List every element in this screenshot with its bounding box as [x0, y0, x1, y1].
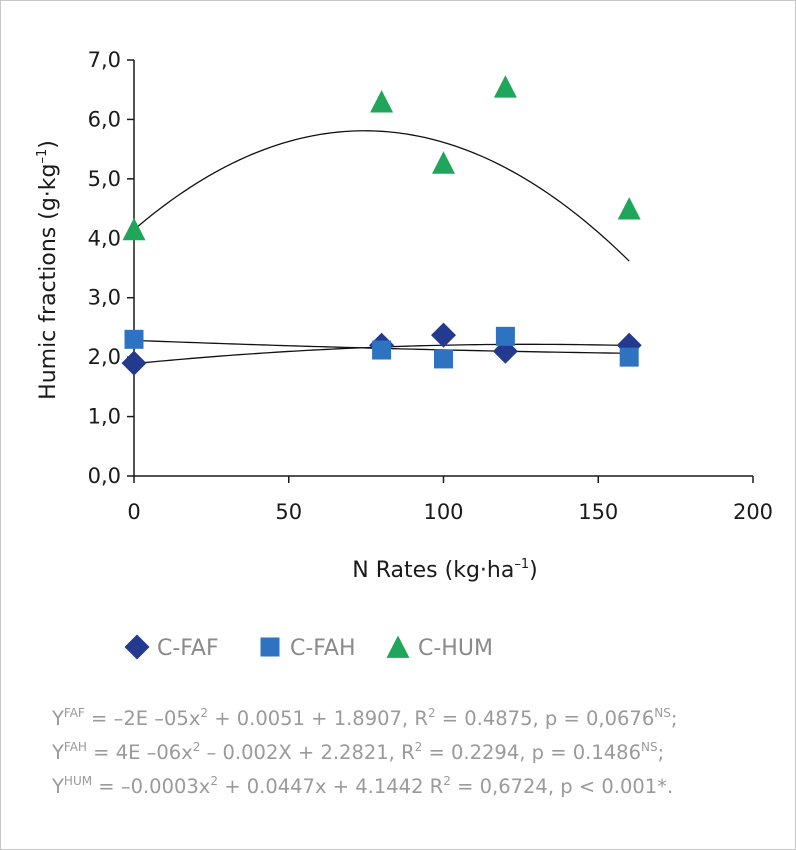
x-tick-label: 100 [423, 500, 463, 524]
equation-text: = –0.0003x [92, 775, 211, 798]
point-c-faf [431, 322, 456, 348]
legend-marker-c-faf [124, 634, 150, 660]
equation-superscript: 2 [414, 740, 423, 754]
y-tick-label: 5,0 [88, 167, 121, 191]
y-tick-label: 4,0 [88, 226, 121, 250]
equation-text: = –2E –05x [84, 707, 201, 730]
x-tick-label: 150 [578, 500, 618, 524]
point-c-fah [495, 326, 515, 346]
point-c-fah [434, 349, 453, 369]
equation-text: + 0.0447x + 4.1442 R [218, 775, 444, 798]
legend-item-c-hum: C-HUM [386, 635, 493, 661]
regression-equations: YFAF = –2E –05x2 + 0.0051 + 1.8907, R2 =… [52, 702, 792, 804]
equation-text: + 0.0051 + 1.8907, R [208, 707, 428, 730]
equation-line: YFAF = –2E –05x2 + 0.0051 + 1.8907, R2 =… [52, 702, 792, 736]
y-axis-ticks: 0,0 1,0 2,0 3,0 4,0 5,0 6,0 7,0 [88, 48, 134, 488]
equation-symbol: Y [52, 741, 64, 764]
equation-superscript: NS [640, 740, 658, 754]
legend-label: C-HUM [418, 636, 493, 661]
point-c-hum [493, 75, 517, 98]
y-tick-label: 6,0 [88, 107, 121, 131]
point-c-fah [124, 329, 144, 349]
equation-superscript: 2 [427, 706, 436, 720]
point-c-faf [121, 350, 147, 376]
equation-superscript: NS [654, 706, 671, 720]
x-tick-label: 200 [733, 500, 773, 524]
x-axis-ticks: 0 50 100 150 200 [127, 476, 773, 524]
chart: 0,0 1,0 2,0 3,0 4,0 5,0 6,0 7,0 0 50 100 150 200 N … [35, 48, 773, 661]
x-axis-title: N Rates (kg·ha–1) [352, 557, 537, 583]
trend-line-c-hum [133, 130, 630, 262]
equation-superscript: HUM [63, 774, 93, 788]
y-tick-label: 0,0 [88, 464, 121, 488]
point-c-hum [370, 90, 394, 113]
equation-text: = 0.2294, p = 0.1486 [422, 741, 641, 764]
point-c-hum [122, 217, 146, 241]
trend-lines [133, 130, 630, 365]
x-tick-label: 0 [127, 500, 140, 524]
y-tick-label: 1,0 [88, 405, 121, 429]
equation-text: ; [670, 707, 678, 730]
legend-marker-c-hum [386, 635, 410, 658]
point-c-fah [619, 347, 639, 367]
point-c-hum [617, 197, 641, 220]
equation-line: YFAH = 4E –06x2 – 0.002X + 2.2821, R2 = … [52, 736, 792, 770]
equation-text: = 0,6724, p < 0.001 [450, 775, 658, 798]
equation-text: *. [657, 775, 674, 798]
y-tick-label: 2,0 [88, 345, 121, 369]
legend-marker-c-fah [260, 637, 280, 657]
legend-label: C-FAH [290, 636, 356, 661]
point-c-fah [372, 340, 392, 360]
equation-symbol: Y [52, 775, 64, 798]
legend-item-c-fah: C-FAH [260, 636, 356, 661]
point-c-hum [432, 151, 455, 174]
y-axis-title: Humic fractions (g·kg–1) [35, 140, 61, 400]
equation-superscript: 2 [443, 774, 451, 788]
x-tick-label: 50 [275, 500, 302, 524]
legend: C-FAF C-FAH C-HUM [124, 634, 493, 661]
equation-text: = 4E –06x [86, 741, 193, 764]
equation-superscript: 2 [200, 706, 208, 720]
y-tick-label: 7,0 [88, 48, 121, 72]
equation-superscript: FAF [63, 706, 85, 720]
legend-item-c-faf: C-FAF [124, 634, 219, 661]
equation-superscript: 2 [192, 740, 201, 754]
equation-text: = 0.4875, p = 0,0676 [435, 707, 655, 730]
equation-symbol: Y [52, 707, 64, 730]
equation-superscript: 2 [210, 774, 218, 788]
data-points [121, 75, 642, 376]
equation-text: – 0.002X + 2.2821, R [200, 741, 415, 764]
equation-line: YHUM = –0.0003x2 + 0.0447x + 4.1442 R2 =… [52, 770, 792, 804]
equation-text: ; [657, 741, 665, 764]
equation-superscript: FAH [63, 740, 87, 754]
y-tick-label: 3,0 [88, 286, 121, 310]
legend-label: C-FAF [157, 636, 219, 661]
